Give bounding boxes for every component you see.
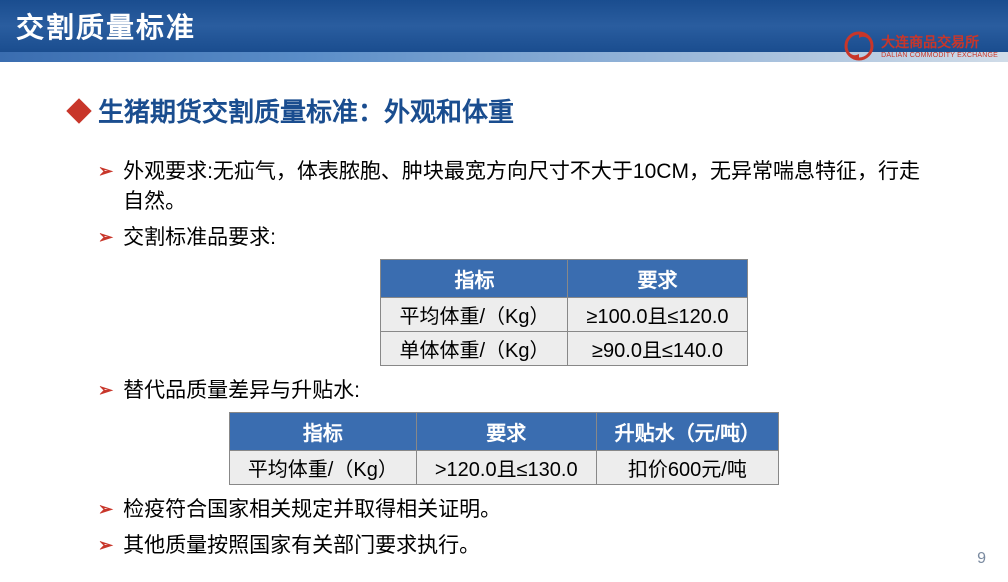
page-title: 交割质量标准 <box>16 6 196 46</box>
arrow-bullet-icon: ➢ <box>98 376 113 404</box>
th-requirement: 要求 <box>416 413 596 451</box>
table-substitute-wrap: 指标 要求 升贴水（元/吨） 平均体重/（Kg） >120.0且≤130.0 扣… <box>70 412 938 485</box>
arrow-bullet-icon: ➢ <box>98 157 113 185</box>
table-standard: 指标 要求 平均体重/（Kg） ≥100.0且≤120.0 单体体重/（Kg） … <box>380 259 747 366</box>
bullet-text: 外观要求:无疝气，体表脓胞、肿块最宽方向尺寸不大于10CM，无异常喘息特征，行走… <box>123 157 938 217</box>
table-standard-wrap: 指标 要求 平均体重/（Kg） ≥100.0且≤120.0 单体体重/（Kg） … <box>70 259 938 366</box>
th-premium: 升贴水（元/吨） <box>596 413 779 451</box>
logo-subtitle: DALIAN COMMODITY EXCHANGE <box>881 52 998 59</box>
section-title-text: 生猪期货交割质量标准：外观和体重 <box>98 92 514 129</box>
td-avg-weight-label: 平均体重/（Kg） <box>229 451 416 485</box>
arrow-bullet-icon: ➢ <box>98 223 113 251</box>
bullet-item-other: ➢ 其他质量按照国家有关部门要求执行。 <box>98 531 938 561</box>
th-requirement: 要求 <box>568 260 747 298</box>
bullet-text: 检疫符合国家相关规定并取得相关证明。 <box>123 495 501 525</box>
bullet-item-substitute: ➢ 替代品质量差异与升贴水: <box>98 376 938 406</box>
td-premium-value: 扣价600元/吨 <box>596 451 779 485</box>
page-number: 9 <box>977 550 986 568</box>
bullet-text: 替代品质量差异与升贴水: <box>123 376 360 406</box>
bullet-item-standard: ➢ 交割标准品要求: <box>98 223 938 253</box>
td-avg-weight-label: 平均体重/（Kg） <box>381 298 568 332</box>
td-avg-weight-value: >120.0且≤130.0 <box>416 451 596 485</box>
logo-text-wrap: 大连商品交易所 DALIAN COMMODITY EXCHANGE <box>881 34 998 59</box>
logo-swirl-icon <box>843 30 875 62</box>
bullet-item-appearance: ➢ 外观要求:无疝气，体表脓胞、肿块最宽方向尺寸不大于10CM，无异常喘息特征，… <box>98 157 938 217</box>
td-avg-weight-value: ≥100.0且≤120.0 <box>568 298 747 332</box>
bullet-item-quarantine: ➢ 检疫符合国家相关规定并取得相关证明。 <box>98 495 938 525</box>
th-indicator: 指标 <box>381 260 568 298</box>
section-title: 生猪期货交割质量标准：外观和体重 <box>70 92 938 129</box>
bullet-text: 交割标准品要求: <box>123 223 276 253</box>
content-area: 生猪期货交割质量标准：外观和体重 ➢ 外观要求:无疝气，体表脓胞、肿块最宽方向尺… <box>0 52 1008 561</box>
td-single-weight-value: ≥90.0且≤140.0 <box>568 332 747 366</box>
diamond-bullet-icon <box>66 98 91 123</box>
bullet-text: 其他质量按照国家有关部门要求执行。 <box>123 531 480 561</box>
arrow-bullet-icon: ➢ <box>98 495 113 523</box>
logo-area: 大连商品交易所 DALIAN COMMODITY EXCHANGE <box>843 30 998 62</box>
table-substitute: 指标 要求 升贴水（元/吨） 平均体重/（Kg） >120.0且≤130.0 扣… <box>229 412 779 485</box>
th-indicator: 指标 <box>229 413 416 451</box>
arrow-bullet-icon: ➢ <box>98 531 113 559</box>
logo-name: 大连商品交易所 <box>881 34 979 50</box>
td-single-weight-label: 单体体重/（Kg） <box>381 332 568 366</box>
